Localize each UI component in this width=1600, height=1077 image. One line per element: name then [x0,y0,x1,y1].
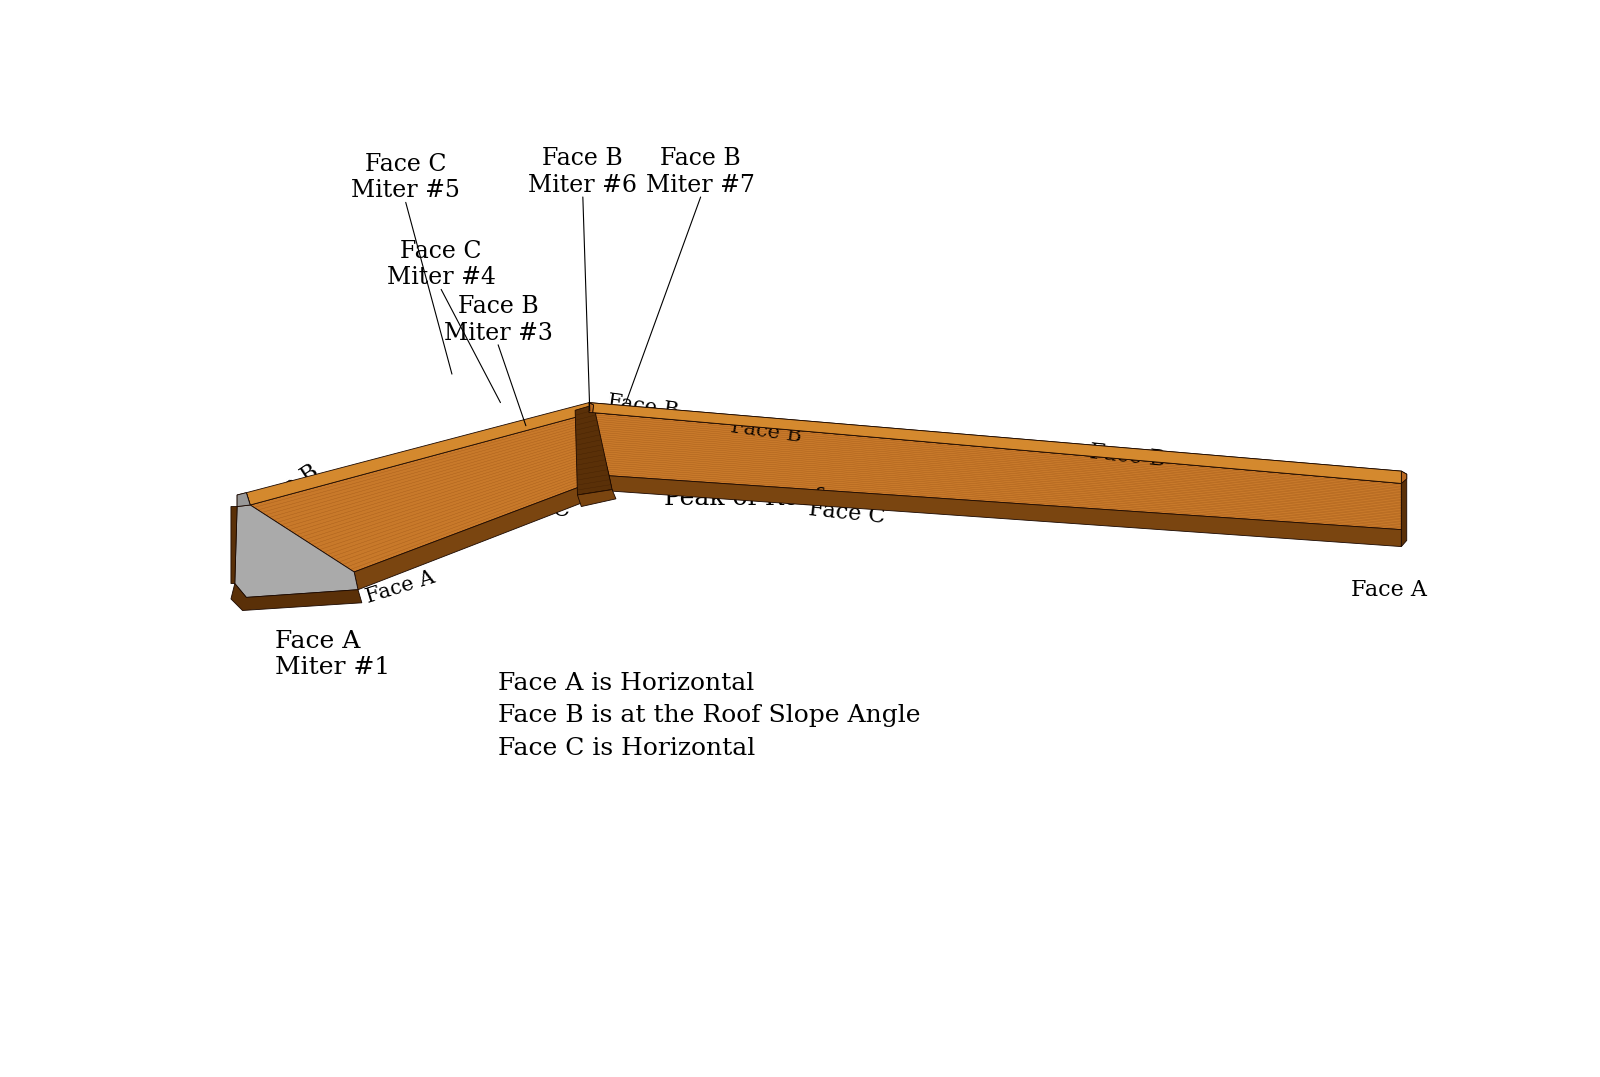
Polygon shape [589,403,1402,484]
Polygon shape [230,506,237,584]
Text: Face A
Miter #1: Face A Miter #1 [275,630,390,680]
Polygon shape [578,490,616,506]
Text: Face C: Face C [493,500,570,521]
Polygon shape [235,505,358,598]
Polygon shape [589,403,594,412]
Polygon shape [246,403,594,505]
Polygon shape [250,412,610,572]
Text: Face B is at the Roof Slope Angle: Face B is at the Roof Slope Angle [498,704,920,727]
Text: Face B
Miter #3: Face B Miter #3 [443,295,552,345]
Polygon shape [594,412,1402,530]
Polygon shape [237,492,250,506]
Polygon shape [574,405,613,495]
Text: Face A: Face A [363,568,437,607]
Text: Face B: Face B [730,417,803,446]
Text: Face A: Face A [1352,578,1427,601]
Text: Face C: Face C [808,498,886,528]
Polygon shape [1402,471,1406,547]
Polygon shape [610,476,1402,547]
Polygon shape [354,476,613,590]
Polygon shape [230,584,362,611]
Text: Face B: Face B [1090,442,1166,472]
Polygon shape [1402,471,1406,484]
Text: Face B
Miter #6: Face B Miter #6 [528,148,637,197]
Text: Peak of Roof: Peak of Roof [664,487,822,510]
Text: Face B: Face B [606,392,680,421]
Polygon shape [237,492,250,506]
Polygon shape [589,403,1402,484]
Text: Face B: Face B [347,493,422,532]
Text: Face B
Miter #7: Face B Miter #7 [646,148,755,197]
Text: Face C is Horizontal: Face C is Horizontal [498,737,755,759]
Text: Face C
Miter #4: Face C Miter #4 [387,240,496,290]
Text: Face B
Miter #2: Face B Miter #2 [246,446,358,542]
Text: Face B
Miter #3: Face B Miter #3 [478,424,584,491]
Text: Face A is Horizontal: Face A is Horizontal [498,672,754,695]
Text: Face C
Miter #5: Face C Miter #5 [352,153,461,202]
